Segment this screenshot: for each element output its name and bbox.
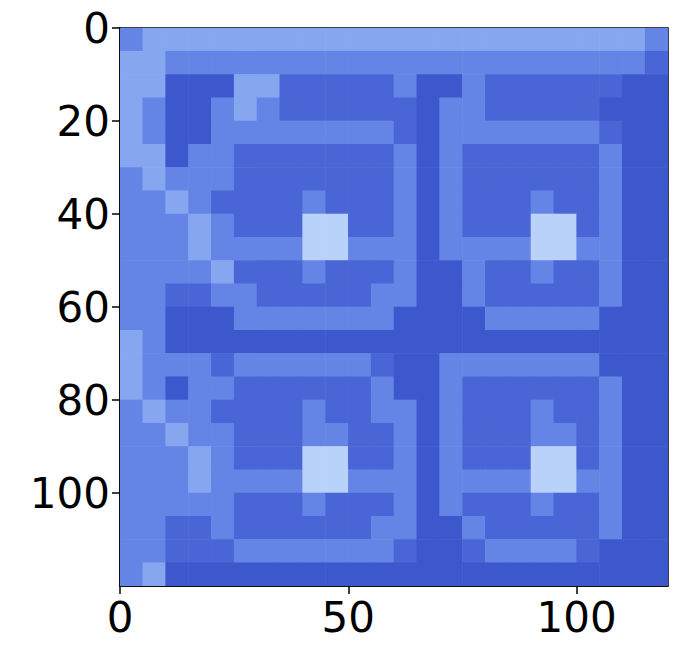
svg-text:40: 40 [57,190,110,239]
svg-text:20: 20 [57,97,110,146]
svg-text:50: 50 [322,593,375,642]
svg-text:80: 80 [57,376,110,425]
svg-text:0: 0 [107,593,134,642]
svg-text:100: 100 [537,593,617,642]
svg-text:0: 0 [83,4,110,53]
svg-text:60: 60 [57,283,110,332]
svg-text:100: 100 [30,469,110,518]
